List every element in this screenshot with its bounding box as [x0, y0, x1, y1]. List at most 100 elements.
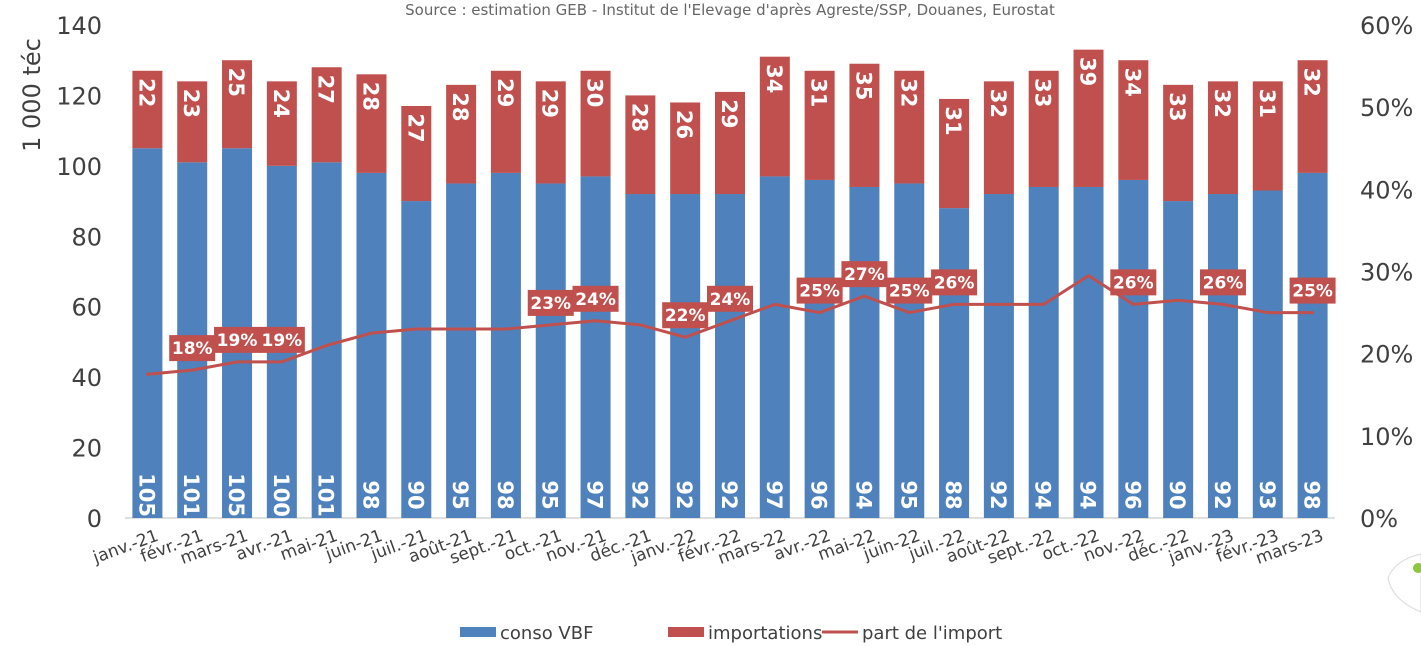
line-point: [728, 319, 732, 323]
bar-import: [311, 67, 342, 163]
bar-import-label: 34: [1120, 68, 1144, 97]
bar-import-label: 34: [762, 64, 786, 93]
bar-conso: [804, 179, 835, 518]
legend-swatch: [460, 627, 496, 637]
stacked-bars: [125, 49, 1335, 519]
bar-conso: [983, 194, 1014, 518]
line-point: [549, 323, 553, 327]
bar-import: [670, 102, 701, 195]
bar-import-label: 25: [224, 68, 248, 97]
line-label: 18%: [172, 339, 213, 359]
line-point: [862, 294, 866, 298]
line-label: 23%: [530, 294, 571, 314]
legend-label: conso VBF: [500, 623, 593, 644]
bar-import-label: 28: [448, 92, 472, 121]
line-point: [683, 335, 687, 339]
bar-conso-label: 98: [1300, 480, 1324, 509]
bar-conso: [1073, 186, 1104, 518]
line-label: 27%: [844, 265, 885, 285]
line-point: [1042, 302, 1046, 306]
line-point: [1221, 302, 1225, 306]
y2-tick-label: 10%: [1360, 423, 1413, 451]
bar-conso-label: 95: [538, 480, 562, 509]
bar-import: [132, 70, 163, 149]
line-point: [952, 302, 956, 306]
bar-import-label: 27: [314, 75, 338, 104]
bar-import: [849, 63, 880, 187]
bar-import-label: 31: [807, 78, 831, 107]
bar-import: [1073, 49, 1104, 187]
bar-import: [401, 105, 432, 202]
bar-import-label: 32: [1300, 68, 1324, 97]
bar-conso-label: 92: [672, 480, 696, 509]
line-point: [190, 368, 194, 372]
bar-conso-label: 101: [314, 473, 338, 517]
line-label-box: [527, 289, 574, 316]
bar-conso-label: 97: [583, 480, 607, 509]
bar-import: [759, 56, 790, 177]
bar-import-label: 24: [269, 89, 293, 118]
bar-conso-label: 90: [403, 480, 427, 509]
line-point: [1311, 311, 1315, 315]
legend-label: part de l'import: [862, 623, 1002, 644]
line-label: 22%: [665, 306, 706, 326]
line-point: [907, 311, 911, 315]
bar-import: [266, 81, 297, 166]
bar-conso-label: 105: [134, 473, 158, 517]
y2-axis-ticks: 0% 10% 20% 30% 40% 50% 60%: [1360, 12, 1413, 533]
y-tick-label: 20: [71, 435, 102, 463]
bar-conso: [580, 176, 611, 518]
bar-import-label: 32: [986, 89, 1010, 118]
bar-import: [356, 74, 387, 173]
bar-import: [535, 81, 566, 184]
line-point: [1087, 274, 1091, 278]
bar-conso: [401, 201, 432, 519]
y2-tick-label: 0%: [1360, 505, 1398, 533]
bar-import-label: 32: [896, 78, 920, 107]
bar-conso-label: 95: [896, 480, 920, 509]
bar-import-label: 29: [493, 78, 517, 107]
chart-source: Source : estimation GEB - Institut de l'…: [405, 1, 1055, 19]
bar-conso: [311, 162, 342, 519]
bar-conso-label: 94: [1031, 480, 1055, 509]
y-tick-label: 80: [71, 223, 102, 251]
bar-import-label: 33: [1031, 78, 1055, 107]
line-point: [459, 327, 463, 331]
line-label-box: [169, 335, 216, 362]
bar-import: [1118, 60, 1149, 180]
line-label: 24%: [575, 290, 616, 310]
line-point: [235, 360, 239, 364]
line-label-box: [886, 277, 933, 304]
bar-import: [939, 98, 970, 209]
y2-tick-label: 50%: [1360, 94, 1413, 122]
line-point: [638, 323, 642, 327]
line-label-box: [258, 326, 305, 353]
bar-import-label: 27: [403, 113, 427, 142]
y2-tick-label: 30%: [1360, 259, 1413, 287]
y-tick-label: 120: [56, 82, 102, 110]
bar-import-label: 31: [941, 106, 965, 135]
bar-conso-label: 94: [851, 480, 875, 509]
bar-import: [580, 70, 611, 177]
bar-conso: [1028, 186, 1059, 518]
line-point: [280, 360, 284, 364]
bar-conso: [715, 194, 745, 518]
y2-tick-label: 60%: [1360, 12, 1413, 40]
bar-conso: [356, 172, 387, 518]
line-label-box: [796, 277, 843, 304]
line-label: 26%: [1113, 273, 1154, 293]
line-label: 19%: [217, 331, 258, 351]
bar-conso-label: 94: [1076, 480, 1100, 509]
line-point: [414, 327, 418, 331]
bar-import: [446, 84, 477, 184]
logo-shape: [1387, 553, 1421, 613]
bar-conso: [894, 183, 925, 518]
bar-conso-label: 96: [1120, 480, 1144, 509]
line-label: 19%: [262, 331, 303, 351]
bar-import-label: 31: [1255, 89, 1279, 118]
bar-conso-label: 97: [762, 480, 786, 509]
bar-conso-label: 90: [1165, 480, 1189, 509]
bar-import: [1297, 60, 1328, 173]
bar-import: [983, 81, 1014, 195]
bar-import: [490, 70, 521, 173]
